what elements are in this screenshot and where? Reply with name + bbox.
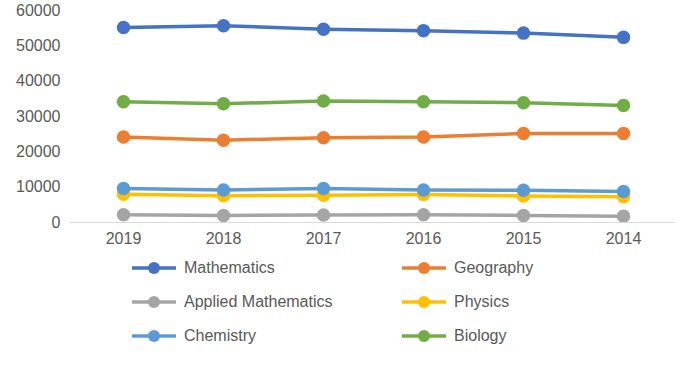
html-text:Mathematics: Mathematics [184, 259, 275, 276]
html-text:Chemistry: Chemistry [184, 327, 256, 344]
html-text:Applied Mathematics: Applied Mathematics [184, 293, 333, 310]
html-text:Physics: Physics [454, 293, 510, 310]
svg-text:2019: 2019 [106, 230, 142, 247]
svg-text:10000: 10000 [16, 178, 61, 195]
svg-text:60000: 60000 [16, 2, 61, 19]
html-text:Geography: Geography [454, 259, 534, 276]
svg-text:0: 0 [52, 214, 61, 231]
svg-text:2018: 2018 [206, 230, 242, 247]
svg-text:20000: 20000 [16, 143, 61, 160]
svg-text:40000: 40000 [16, 72, 61, 89]
html-text:Biology: Biology [454, 327, 507, 344]
svg-text:2017: 2017 [306, 230, 342, 247]
svg-text:2015: 2015 [506, 230, 542, 247]
svg-text:50000: 50000 [16, 37, 61, 54]
svg-text:2016: 2016 [406, 230, 442, 247]
svg-text:30000: 30000 [16, 108, 61, 125]
svg-text:2014: 2014 [606, 230, 642, 247]
